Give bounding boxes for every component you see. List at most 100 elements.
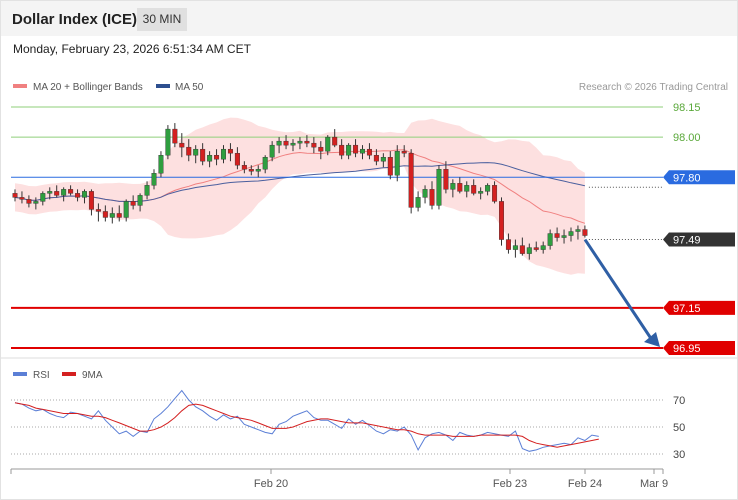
candle	[283, 135, 289, 150]
candle	[102, 205, 108, 222]
candle-body	[172, 128, 178, 144]
candle-body	[547, 233, 553, 246]
candle-body	[68, 189, 74, 194]
candle	[88, 189, 94, 216]
candle	[415, 191, 421, 212]
interval-badge[interactable]: 30 MIN	[137, 8, 187, 31]
candle-body	[81, 191, 87, 198]
candle-body	[255, 169, 261, 172]
candle-body	[241, 165, 247, 170]
candle-body	[380, 157, 386, 162]
candle	[408, 149, 414, 214]
candle	[68, 185, 74, 196]
candle-body	[318, 146, 324, 152]
forecast-arrow-head	[644, 332, 660, 347]
candle-body	[151, 173, 157, 186]
ma20-legend-label: MA 20 + Bollinger Bands	[33, 82, 143, 93]
level-support-96-95-tag	[663, 341, 735, 355]
candle-body	[394, 150, 400, 176]
candle	[339, 139, 345, 160]
candle-body	[339, 144, 345, 156]
rsi-legend-swatch	[13, 372, 27, 376]
candle-body	[311, 142, 317, 148]
rsi-ma-legend-label: 9MA	[82, 370, 103, 381]
rsi-tick-label: 30	[673, 449, 685, 461]
candle-body	[561, 235, 567, 238]
candle	[554, 227, 560, 242]
candle-body	[533, 247, 539, 250]
candle-body	[158, 154, 164, 174]
candle-body	[200, 148, 206, 162]
candle	[366, 143, 372, 160]
level-pivot-97-80-tag	[663, 170, 735, 185]
candle	[512, 239, 518, 258]
candle-body	[429, 189, 435, 206]
candle	[304, 135, 310, 148]
candle	[443, 161, 449, 194]
candle-body	[193, 148, 199, 156]
candle-body	[227, 148, 233, 154]
candle-body	[297, 140, 303, 144]
candle-body	[485, 185, 491, 192]
candle-body	[373, 154, 379, 162]
candle-body	[457, 183, 463, 192]
candle	[422, 185, 428, 204]
candle	[373, 149, 379, 166]
candle	[123, 199, 129, 222]
candle-body	[478, 191, 484, 194]
candle	[95, 203, 101, 222]
rsi-tick-label: 50	[673, 422, 685, 434]
candle-body	[54, 191, 60, 196]
candle	[186, 139, 192, 162]
level-resistance-98-15-label: 98.15	[673, 102, 701, 114]
candle	[297, 137, 303, 150]
candle	[26, 195, 32, 208]
candle-body	[12, 193, 18, 198]
candle-body	[325, 136, 331, 152]
candle-body	[75, 193, 81, 198]
candle	[276, 137, 282, 154]
candle-body	[137, 195, 143, 206]
candle	[450, 179, 456, 198]
rsi-ma-legend-swatch	[62, 372, 76, 376]
candle	[353, 139, 359, 158]
candle	[33, 197, 39, 210]
candle-body	[234, 152, 240, 166]
candle	[47, 187, 53, 200]
candle	[109, 207, 115, 224]
candle	[533, 241, 539, 252]
candle	[144, 181, 150, 200]
ma50-line	[14, 162, 585, 203]
candle	[269, 141, 275, 162]
candle-body	[33, 201, 39, 204]
candle-body	[519, 245, 525, 254]
level-support-97-15-tag	[663, 300, 735, 315]
candle-body	[512, 245, 518, 250]
credit-label: Research © 2026 Trading Central	[579, 82, 728, 93]
candle	[234, 147, 240, 170]
bollinger-band	[15, 117, 585, 275]
candle	[401, 145, 407, 158]
candle	[582, 225, 588, 238]
candle-body	[283, 140, 289, 146]
candle-body	[499, 201, 505, 240]
candle-body	[26, 199, 32, 204]
candle	[547, 229, 553, 250]
candle	[54, 185, 60, 198]
rsi-line	[14, 389, 599, 452]
candle	[561, 229, 567, 244]
candle-body	[332, 136, 338, 146]
candle-body	[61, 189, 67, 196]
candle	[81, 189, 87, 204]
candle-body	[353, 144, 359, 154]
candle-body	[346, 144, 352, 156]
candle	[158, 151, 164, 178]
candle	[193, 145, 199, 164]
candle	[505, 233, 511, 254]
candle	[429, 181, 435, 210]
candle	[75, 189, 81, 202]
candle	[61, 187, 67, 202]
candle	[151, 169, 157, 190]
level-support-97-15-label: 97.15	[673, 303, 701, 315]
candle-body	[443, 169, 449, 190]
